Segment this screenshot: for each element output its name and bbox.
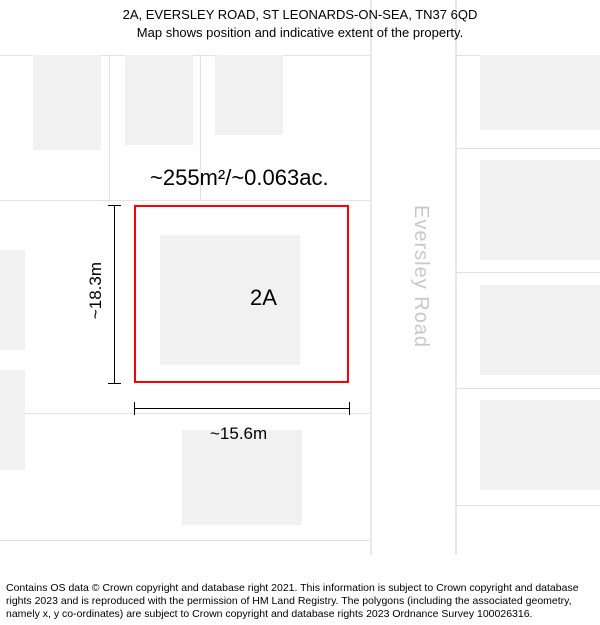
property-number-label: 2A [250,285,277,311]
building-footprint [0,250,25,350]
building-footprint [480,55,600,130]
header: 2A, EVERSLEY ROAD, ST LEONARDS-ON-SEA, T… [0,6,600,41]
building-footprint [215,55,283,135]
subtitle-line: Map shows position and indicative extent… [0,24,600,42]
road-edge-left [370,0,372,555]
building-footprint [0,370,25,470]
dimension-line-horizontal [134,408,349,409]
parcel-line [109,55,110,200]
dimension-cap [134,402,135,415]
building-footprint [480,285,600,375]
dimension-label-horizontal: ~15.6m [210,424,267,444]
parcel-line [0,200,370,201]
address-line: 2A, EVERSLEY ROAD, ST LEONARDS-ON-SEA, T… [0,6,600,24]
parcel-line [0,540,370,541]
street-name-label: Eversley Road [409,205,432,348]
dimension-line-vertical [114,205,115,383]
road-edge-right [455,0,457,555]
map-canvas: Eversley Road ~255m²/~0.063ac. 2A ~18.3m ~15… [0,0,600,555]
building-footprint [33,55,101,150]
area-measurement-label: ~255m²/~0.063ac. [150,165,329,191]
building-footprint [125,55,193,145]
footer-copyright: Contains OS data © Crown copyright and d… [6,582,594,621]
parcel-line [0,413,370,414]
parcel-line [455,148,600,149]
parcel-line [455,272,600,273]
dimension-cap [108,383,121,384]
dimension-cap [108,205,121,206]
parcel-line [455,388,600,389]
dimension-label-vertical: ~18.3m [86,262,106,319]
dimension-cap [349,402,350,415]
building-footprint [182,430,302,525]
parcel-line [455,505,600,506]
property-boundary [134,205,349,383]
building-footprint [480,400,600,490]
building-footprint [480,160,600,260]
